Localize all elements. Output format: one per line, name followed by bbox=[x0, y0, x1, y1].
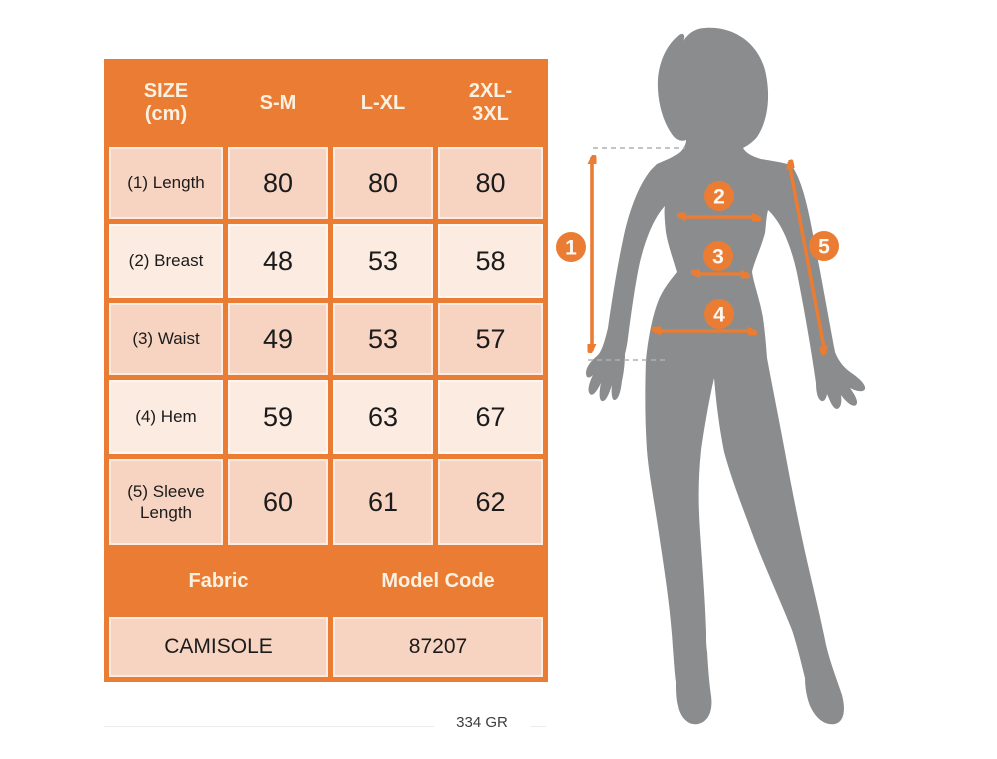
svg-text:1: 1 bbox=[565, 237, 577, 260]
table-row-waist: (3) Waist 49 53 57 bbox=[109, 303, 543, 375]
table-row-sleeve-length: (5) Sleeve Length 60 61 62 bbox=[109, 459, 543, 545]
size-value: 80 bbox=[228, 147, 328, 219]
measure-point-5: 5 bbox=[809, 231, 839, 261]
size-value: 49 bbox=[228, 303, 328, 375]
header-size-cm: SIZE (cm) bbox=[109, 64, 223, 142]
size-value: 48 bbox=[228, 224, 328, 298]
size-table-header-row: SIZE (cm) S-M L-XL 2XL-3XL bbox=[109, 64, 543, 142]
info-header-row: Fabric Model Code bbox=[109, 550, 543, 612]
size-value: 61 bbox=[333, 459, 433, 545]
woman-silhouette bbox=[586, 27, 866, 725]
row-label: (4) Hem bbox=[109, 380, 223, 454]
table-row-length: (1) Length 80 80 80 bbox=[109, 147, 543, 219]
model-code-header: Model Code bbox=[333, 550, 543, 612]
size-value: 63 bbox=[333, 380, 433, 454]
header-2xl-3xl: 2XL-3XL bbox=[438, 64, 543, 142]
measurement-figure: 1 2 3 4 5 bbox=[556, 27, 866, 725]
measure-point-3: 3 bbox=[703, 241, 733, 271]
size-value: 57 bbox=[438, 303, 543, 375]
size-value: 60 bbox=[228, 459, 328, 545]
measure-point-4: 4 bbox=[704, 299, 734, 329]
size-value: 67 bbox=[438, 380, 543, 454]
measure-point-1: 1 bbox=[556, 232, 586, 262]
info-value-row: CAMISOLE 87207 bbox=[109, 617, 543, 677]
measure-point-2: 2 bbox=[704, 181, 734, 211]
weight-note: 334 GR bbox=[434, 714, 530, 731]
svg-text:3: 3 bbox=[712, 246, 724, 269]
svg-text:2: 2 bbox=[713, 186, 725, 209]
row-label: (3) Waist bbox=[109, 303, 223, 375]
row-label: (1) Length bbox=[109, 147, 223, 219]
row-label: (2) Breast bbox=[109, 224, 223, 298]
sleeve-arrow-5 bbox=[789, 162, 825, 353]
divider-line bbox=[104, 726, 546, 727]
header-l-xl: L-XL bbox=[333, 64, 433, 142]
size-value: 80 bbox=[438, 147, 543, 219]
size-value: 58 bbox=[438, 224, 543, 298]
size-table: SIZE (cm) S-M L-XL 2XL-3XL (1) Length 80… bbox=[104, 59, 548, 682]
model-code-value: 87207 bbox=[333, 617, 543, 677]
row-label: (5) Sleeve Length bbox=[109, 459, 223, 545]
size-value: 62 bbox=[438, 459, 543, 545]
svg-text:5: 5 bbox=[818, 236, 830, 259]
fabric-header: Fabric bbox=[109, 550, 328, 612]
svg-text:4: 4 bbox=[713, 304, 725, 327]
size-value: 53 bbox=[333, 303, 433, 375]
size-value: 80 bbox=[333, 147, 433, 219]
table-row-hem: (4) Hem 59 63 67 bbox=[109, 380, 543, 454]
fabric-value: CAMISOLE bbox=[109, 617, 328, 677]
table-row-breast: (2) Breast 48 53 58 bbox=[109, 224, 543, 298]
size-value: 53 bbox=[333, 224, 433, 298]
size-value: 59 bbox=[228, 380, 328, 454]
header-s-m: S-M bbox=[228, 64, 328, 142]
